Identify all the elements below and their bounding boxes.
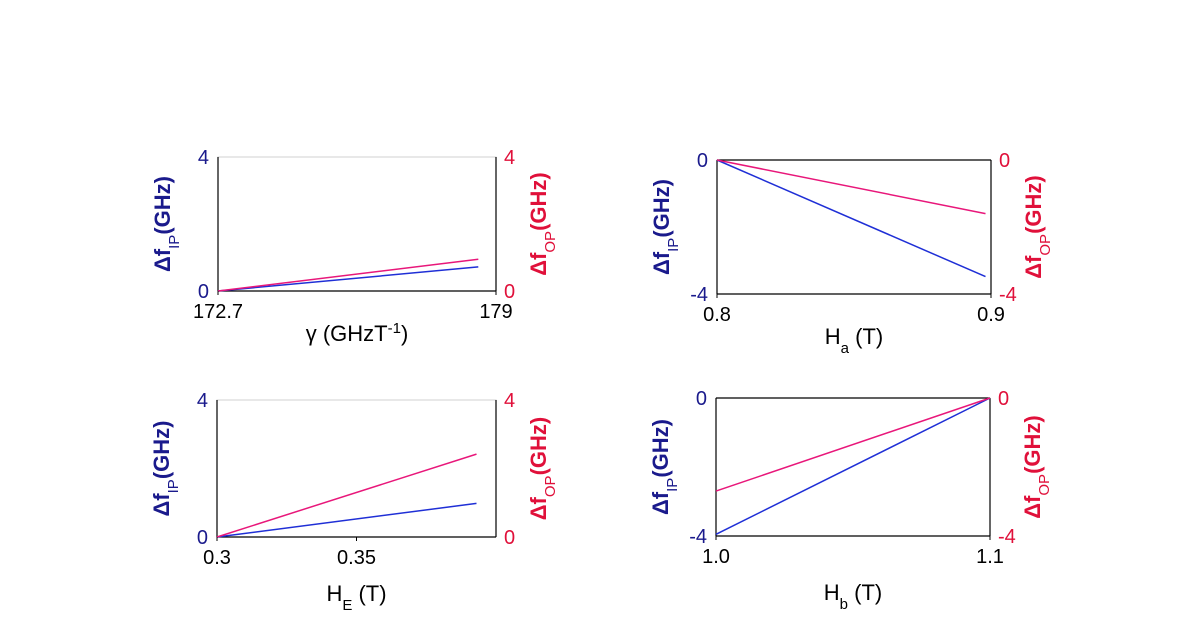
series-op-line [217,258,479,292]
y-right-label-unit: (GHz) [526,172,551,231]
y-right-label-delta: Δf [1021,255,1046,279]
y-left-label: ΔfIP(GHz) [648,419,681,515]
x-axis-label-main: H [825,324,841,349]
x-tick-label: 179 [479,301,512,323]
y-right-tick-label: 0 [504,527,515,549]
y-right-label: ΔfOP(GHz) [526,417,559,520]
x-axis-label-sub: a [841,340,850,357]
y-right-tick-label: -4 [998,526,1016,548]
y-left-label-unit: (GHz) [150,176,175,235]
y-right-label-delta: Δf [526,252,551,276]
y-left-tick-label: 0 [197,527,208,549]
x-tick-label: 0.8 [703,304,731,326]
y-left-label-delta: Δf [150,248,175,272]
y-right-tick-label: 0 [504,281,515,303]
series-op-line [716,159,986,215]
series-op-line [216,453,477,538]
x-tick-label: 172.7 [193,301,243,323]
x-axis-label-tail: (T) [849,324,883,349]
y-left-label: ΔfIP(GHz) [150,176,183,272]
y-right-label-sub: OP [542,475,559,497]
x-axis-label-tail: (T) [352,581,386,606]
x-tick-label: 1.1 [976,546,1004,568]
x-axis-label: HE (T) [326,581,386,614]
y-right-label-unit: (GHz) [526,417,551,476]
series-ip-line [217,266,479,292]
x-axis-label-main: H [824,580,840,605]
y-right-label: ΔfOP(GHz) [1020,415,1053,518]
series-ip-line [716,159,986,278]
y-right-tick-label: 0 [998,388,1009,410]
x-tick-label: 0.35 [337,547,376,569]
x-axis-label: Hb (T) [824,580,882,613]
y-left-tick-label: 0 [696,388,707,410]
x-tick-label: 1.0 [702,546,730,568]
y-left-label-sub: IP [665,238,682,252]
plot-frame [217,156,497,292]
y-right-label-sub: OP [1037,234,1054,256]
y-left-tick-label: 0 [697,150,708,172]
y-right-label-unit: (GHz) [1020,415,1045,474]
y-left-label-sub: IP [165,479,182,493]
x-axis-label-sub: E [342,597,352,614]
x-axis-label-sup: -1 [388,320,401,337]
y-right-label-unit: (GHz) [1021,175,1046,234]
y-right-tick-label: -4 [999,284,1017,306]
y-right-tick-label: 4 [504,147,515,169]
y-left-label-delta: Δf [649,251,674,275]
plot-frame [216,399,497,538]
y-left-label-unit: (GHz) [649,179,674,238]
y-left-label-unit: (GHz) [648,419,673,478]
y-right-label-sub: OP [1036,474,1053,496]
x-axis-label: Ha (T) [825,324,883,357]
y-left-label: ΔfIP(GHz) [149,421,182,517]
x-axis-label-main: H [326,581,342,606]
x-axis-label-tail: (T) [848,580,882,605]
y-left-label-sub: IP [664,478,681,492]
y-left-tick-label: 4 [197,390,208,412]
y-right-label-delta: Δf [1020,495,1045,519]
y-right-tick-label: 0 [999,150,1010,172]
series-op-line [715,397,991,492]
y-left-tick-label: 0 [198,281,209,303]
x-tick-label: 0.3 [203,547,231,569]
y-left-label: ΔfIP(GHz) [649,179,682,275]
y-left-label-delta: Δf [648,491,673,515]
x-axis-label-main: γ (GHzT [306,321,388,346]
y-left-label-delta: Δf [149,493,174,517]
y-left-label-unit: (GHz) [149,421,174,480]
series-ip-line [216,502,477,538]
y-right-label: ΔfOP(GHz) [1021,175,1054,278]
plot-frame [716,159,992,295]
y-left-tick-label: -4 [690,284,708,306]
x-axis-label-sub: b [840,596,848,613]
y-right-label-sub: OP [542,231,559,253]
y-right-label: ΔfOP(GHz) [526,172,559,275]
x-axis-label-tail: ) [401,321,408,346]
y-right-tick-label: 4 [504,390,515,412]
y-left-tick-label: 4 [198,147,209,169]
y-left-tick-label: -4 [689,526,707,548]
y-right-label-delta: Δf [526,496,551,520]
series-ip-line [715,397,991,535]
x-axis-label: γ (GHzT-1) [306,320,409,347]
y-left-label-sub: IP [166,235,183,249]
x-tick-label: 0.9 [977,304,1005,326]
